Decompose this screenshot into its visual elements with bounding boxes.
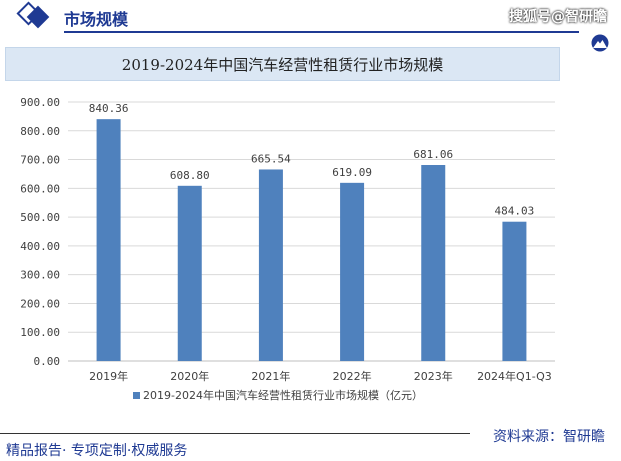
x-tick-label: 2021年 — [251, 369, 290, 383]
data-label: 608.80 — [170, 169, 210, 182]
x-tick-label: 2024年Q1-Q3 — [477, 369, 552, 383]
x-tick-label: 2020年 — [170, 369, 209, 383]
header-divider — [64, 31, 579, 33]
y-tick-label: 900.00 — [20, 96, 60, 109]
footer-source: 资料来源：智研瞻 — [493, 429, 605, 445]
y-tick-label: 200.00 — [20, 297, 60, 310]
footer-divider — [0, 433, 470, 434]
data-label: 619.09 — [332, 166, 372, 179]
y-tick-label: 400.00 — [20, 240, 60, 253]
y-tick-label: 700.00 — [20, 154, 60, 167]
data-label: 665.54 — [251, 152, 291, 165]
y-tick-label: 600.00 — [20, 182, 60, 195]
chart-banner-title: 2019-2024年中国汽车经营性租赁行业市场规模 — [5, 47, 560, 81]
y-tick-label: 800.00 — [20, 125, 60, 138]
y-tick-label: 100.00 — [20, 326, 60, 339]
data-label: 484.03 — [495, 205, 535, 218]
x-tick-label: 2023年 — [414, 369, 453, 383]
bar — [421, 165, 446, 361]
legend-swatch — [133, 392, 140, 399]
bar — [96, 119, 121, 362]
watermark: 搜狐号@智研瞻 — [509, 9, 607, 25]
y-tick-label: 300.00 — [20, 269, 60, 282]
bar — [177, 185, 202, 361]
data-label: 681.06 — [413, 148, 453, 161]
mountain-logo-icon — [591, 34, 609, 52]
y-tick-label: 0.00 — [34, 355, 61, 368]
x-tick-label: 2022年 — [333, 369, 372, 383]
legend-label: 2019-2024年中国汽车经营性租赁行业市场规模（亿元） — [143, 388, 423, 402]
footer-slogan: 精品报告· 专项定制·权威服务 — [6, 443, 188, 459]
bar — [340, 182, 365, 361]
bar — [502, 221, 527, 361]
bar — [258, 169, 283, 361]
section-title: 市场规模 — [64, 10, 129, 29]
data-label: 840.36 — [89, 102, 129, 115]
y-tick-label: 500.00 — [20, 211, 60, 224]
x-tick-label: 2019年 — [89, 369, 128, 383]
